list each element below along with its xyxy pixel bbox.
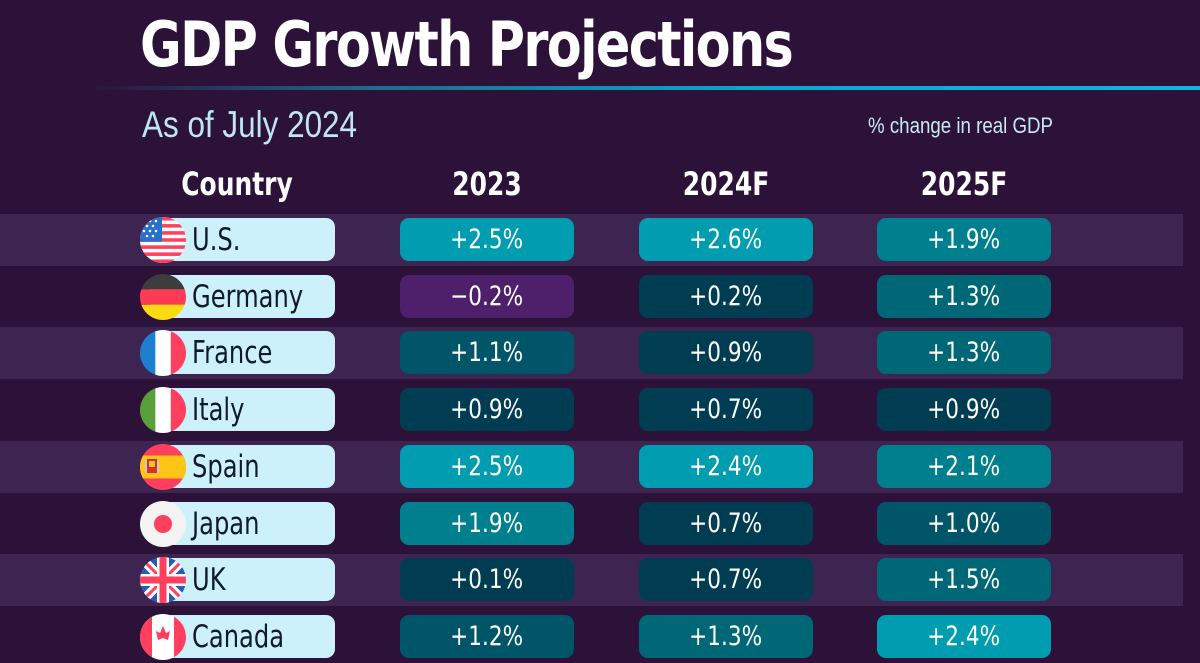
value-cell-2023: +0.9% bbox=[400, 388, 574, 432]
table-row: UK +0.1% +0.7% +1.5% bbox=[0, 554, 1183, 607]
value-label: +2.6% bbox=[689, 224, 763, 255]
column-header-2025f: 2025F bbox=[920, 165, 1008, 203]
value-cell-2024f: +0.7% bbox=[639, 558, 813, 602]
value-label: +0.7% bbox=[689, 507, 763, 539]
value-label: +1.3% bbox=[927, 337, 1001, 369]
value-cell-2025f: +1.0% bbox=[877, 501, 1051, 545]
value-cell-2023: +0.1% bbox=[400, 558, 574, 602]
value-label: +2.1% bbox=[927, 450, 1001, 482]
country-name: Japan bbox=[192, 505, 260, 542]
italy-flag-icon bbox=[140, 387, 186, 434]
country-name: Italy bbox=[192, 392, 245, 429]
column-header-2023: 2023 bbox=[452, 165, 522, 203]
value-cell-2024f: +0.2% bbox=[639, 274, 813, 318]
value-label: +1.1% bbox=[450, 337, 524, 369]
canada-flag-icon bbox=[140, 613, 186, 660]
table-row: Germany −0.2% +0.2% +1.3% bbox=[0, 271, 1183, 323]
value-label: +0.1% bbox=[450, 564, 524, 596]
value-cell-2024f: +0.9% bbox=[639, 331, 813, 375]
table-row: Japan +1.9% +0.7% +1.0% bbox=[0, 498, 1183, 550]
value-label: +1.9% bbox=[927, 224, 1001, 255]
value-label: +0.9% bbox=[689, 337, 763, 369]
value-cell-2023: +1.1% bbox=[400, 331, 574, 375]
japan-flag-icon bbox=[140, 500, 186, 547]
chart-title: GDP Growth Projections bbox=[140, 8, 794, 81]
value-cell-2024f: +2.4% bbox=[639, 444, 813, 488]
value-cell-2025f: +1.5% bbox=[877, 558, 1051, 602]
germany-flag-icon bbox=[140, 273, 186, 320]
value-cell-2024f: +0.7% bbox=[639, 388, 813, 432]
value-label: +2.5% bbox=[450, 224, 524, 255]
value-label: +1.3% bbox=[927, 280, 1001, 312]
us-flag-icon bbox=[140, 217, 186, 263]
value-label: +1.9% bbox=[450, 507, 524, 539]
value-label: +0.9% bbox=[927, 394, 1001, 426]
country-name: France bbox=[192, 335, 273, 372]
table-row: Italy +0.9% +0.7% +0.9% bbox=[0, 384, 1183, 436]
value-label: +1.3% bbox=[689, 620, 763, 652]
value-label: +1.0% bbox=[927, 507, 1001, 539]
value-cell-2025f: +1.3% bbox=[877, 331, 1051, 375]
value-label: +0.7% bbox=[689, 394, 763, 426]
value-label: +2.4% bbox=[689, 450, 763, 482]
value-cell-2024f: +2.6% bbox=[639, 218, 813, 261]
value-cell-2023: −0.2% bbox=[400, 274, 574, 318]
value-cell-2023: +1.9% bbox=[400, 501, 574, 545]
france-flag-icon bbox=[140, 330, 186, 377]
value-label: +2.5% bbox=[450, 450, 524, 482]
value-cell-2025f: +1.9% bbox=[877, 218, 1051, 261]
table-row: France +1.1% +0.9% +1.3% bbox=[0, 327, 1183, 380]
column-header-country: Country bbox=[181, 165, 293, 203]
table-row: Canada +1.2% +1.3% +2.4% bbox=[0, 611, 1183, 663]
column-header-2024f: 2024F bbox=[682, 165, 770, 203]
value-label: −0.2% bbox=[450, 280, 524, 312]
value-cell-2023: +2.5% bbox=[400, 218, 574, 261]
country-name: Spain bbox=[192, 448, 260, 485]
value-label: +0.2% bbox=[689, 280, 763, 312]
spain-flag-icon bbox=[140, 443, 186, 490]
unit-note: % change in real GDP bbox=[868, 113, 1054, 138]
country-name: Canada bbox=[192, 618, 285, 655]
title-underline bbox=[90, 86, 1200, 90]
table-row: Spain +2.5% +2.4% +2.1% bbox=[0, 440, 1183, 493]
country-name: Germany bbox=[192, 278, 304, 315]
value-cell-2024f: +0.7% bbox=[639, 501, 813, 545]
value-cell-2025f: +2.1% bbox=[877, 444, 1051, 488]
value-label: +0.9% bbox=[450, 394, 524, 426]
value-cell-2024f: +1.3% bbox=[639, 614, 813, 658]
country-name: U.S. bbox=[192, 222, 241, 258]
value-label: +0.7% bbox=[689, 564, 763, 596]
value-cell-2023: +1.2% bbox=[400, 614, 574, 658]
uk-flag-icon bbox=[140, 557, 186, 604]
table-row: U.S. +2.5% +2.6% +1.9% bbox=[0, 214, 1183, 266]
value-cell-2025f: +0.9% bbox=[877, 388, 1051, 432]
chart-subtitle: As of July 2024 bbox=[142, 104, 358, 145]
value-cell-2023: +2.5% bbox=[400, 444, 574, 488]
country-name: UK bbox=[192, 562, 226, 599]
value-cell-2025f: +1.3% bbox=[877, 274, 1051, 318]
value-label: +1.5% bbox=[927, 564, 1001, 596]
value-label: +2.4% bbox=[927, 620, 1001, 652]
value-cell-2025f: +2.4% bbox=[877, 614, 1051, 658]
value-label: +1.2% bbox=[450, 620, 524, 652]
